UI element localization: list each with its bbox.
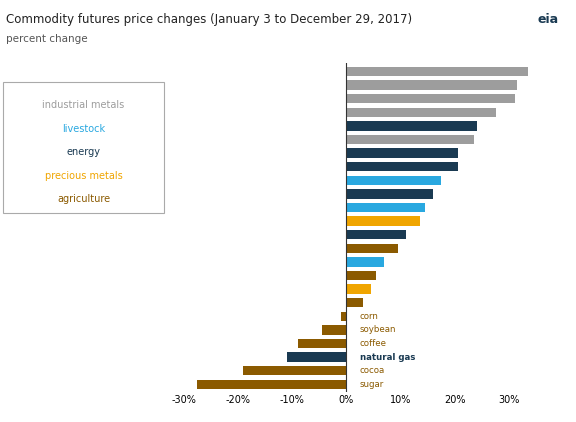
- Bar: [197, 379, 346, 389]
- Text: sugar: sugar: [360, 380, 384, 389]
- Bar: [346, 271, 376, 280]
- Bar: [346, 121, 477, 131]
- Bar: [346, 80, 517, 90]
- Text: eia: eia: [537, 13, 559, 26]
- Bar: [346, 176, 441, 185]
- Bar: [346, 230, 406, 239]
- Bar: [346, 162, 458, 171]
- Bar: [346, 94, 514, 103]
- Text: soybean: soybean: [360, 325, 396, 334]
- Bar: [346, 148, 458, 158]
- Text: corn: corn: [360, 312, 379, 321]
- Text: agriculture: agriculture: [57, 194, 110, 204]
- Text: coffee: coffee: [360, 339, 387, 348]
- Bar: [346, 67, 528, 76]
- Text: livestock: livestock: [62, 124, 105, 134]
- Bar: [346, 216, 420, 226]
- Bar: [346, 298, 363, 308]
- Text: precious metals: precious metals: [45, 171, 122, 181]
- Text: cocoa: cocoa: [360, 366, 385, 375]
- Bar: [341, 311, 346, 321]
- Bar: [346, 189, 433, 199]
- Bar: [346, 257, 384, 267]
- Bar: [346, 284, 371, 294]
- Bar: [287, 352, 346, 362]
- Text: natural gas: natural gas: [360, 353, 415, 362]
- Bar: [346, 135, 474, 144]
- Bar: [346, 203, 425, 212]
- Bar: [346, 108, 496, 117]
- Text: industrial metals: industrial metals: [43, 100, 124, 111]
- Bar: [346, 243, 398, 253]
- Bar: [298, 339, 346, 348]
- Text: Commodity futures price changes (January 3 to December 29, 2017): Commodity futures price changes (January…: [6, 13, 412, 26]
- Text: energy: energy: [66, 147, 101, 157]
- Text: percent change: percent change: [6, 34, 88, 44]
- Bar: [322, 325, 346, 335]
- Bar: [243, 366, 346, 376]
